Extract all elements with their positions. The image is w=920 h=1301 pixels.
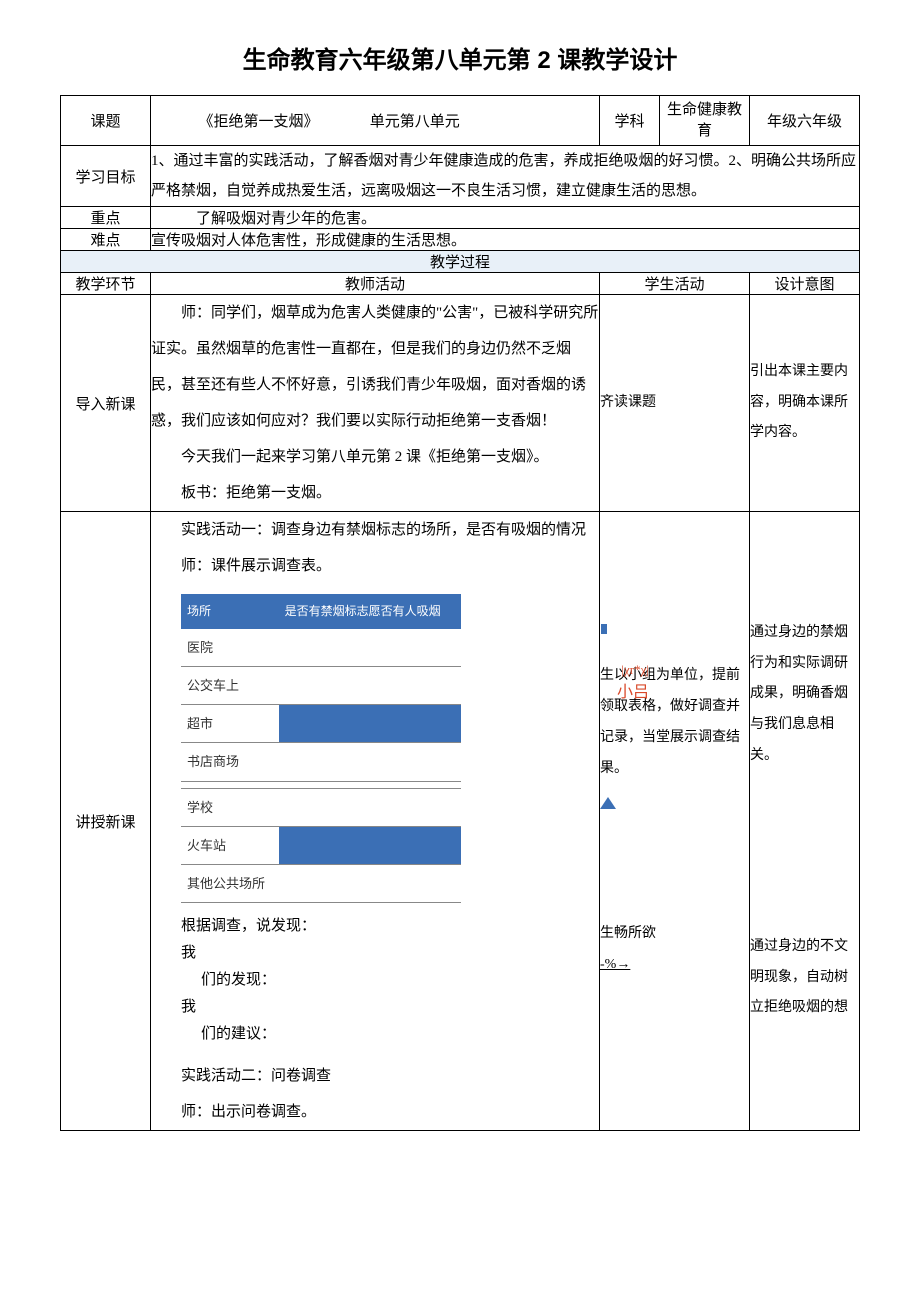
intro-stage: 导入新课 — [61, 295, 151, 512]
act1-title: 实践活动一：调查身边有禁烟标志的场所，是否有吸烟的情况 — [151, 512, 599, 548]
blue-bar-1 — [601, 624, 607, 634]
act2-line: 师：出示问卷调查。 — [151, 1094, 599, 1130]
intro-row: 导入新课 师：同学们，烟草成为危害人类健康的"公害"，已被科学研究所证实。虽然烟… — [61, 295, 860, 512]
survey-table: 场所是否有禁烟标志愿否有人吸烟 医院 公交车上 超市 书店商场 学校 火车站 其… — [181, 594, 461, 903]
we2b: 们的建议： — [201, 1021, 599, 1048]
subject-label: 学科 — [600, 96, 660, 146]
lesson-student-p3: -%→ — [600, 950, 749, 981]
lesson-teacher: 实践活动一：调查身边有禁烟标志的场所，是否有吸烟的情况 师：课件展示调查表。 场… — [151, 512, 600, 1131]
place-6: 其他公共场所 — [181, 864, 279, 902]
lesson-intent: 通过身边的禁烟行为和实际调研成果，明确香烟与我们息息相关。 通过身边的不文明现象… — [750, 512, 860, 1131]
keypoint-row: 重点 了解吸烟对青少年的危害。 — [61, 207, 860, 229]
lesson-student: 生以小组为单位，提前领取表格，做好调查并记录，当堂展示调查结果。 生畅所欲 -%… — [600, 512, 750, 1131]
topic-label: 课题 — [61, 96, 151, 146]
unit-label: 单元第八单元 — [370, 110, 585, 131]
place-3: 书店商场 — [181, 743, 279, 781]
grade-label: 年级六年级 — [750, 96, 860, 146]
intro-teacher: 师：同学们，烟草成为危害人类健康的"公害"，已被科学研究所证实。虽然烟草的危害性… — [151, 295, 600, 512]
survey-head1: 场所 — [181, 594, 279, 629]
act2-title: 实践活动二：问卷调查 — [151, 1058, 599, 1094]
place-1: 公交车上 — [181, 666, 279, 704]
survey-table-wrap: 场所是否有禁烟标志愿否有人吸烟 医院 公交车上 超市 书店商场 学校 火车站 其… — [181, 594, 599, 903]
subject-value: 生命健康教育 — [660, 96, 750, 146]
small-lv: 小吕 — [617, 674, 649, 712]
lesson-student-p2: 生畅所欲 — [600, 919, 749, 950]
col-student: 学生活动 — [600, 273, 750, 295]
after-survey: 根据调查，说发现： — [181, 913, 599, 940]
lesson-plan-table: 课题 《拒绝第一支烟》 单元第八单元 学科 生命健康教育 年级六年级 学习目标 … — [60, 95, 860, 1131]
goal-label: 学习目标 — [61, 146, 151, 207]
difficulty-text: 宣传吸烟对人体危害性，形成健康的生活思想。 — [151, 229, 860, 251]
lesson-row: 讲授新课 实践活动一：调查身边有禁烟标志的场所，是否有吸烟的情况 师：课件展示调… — [61, 512, 860, 1131]
we1b: 们的发现： — [201, 967, 599, 994]
lesson-stage: 讲授新课 — [61, 512, 151, 1131]
page-title: 生命教育六年级第八单元第 2 课教学设计 — [60, 40, 860, 75]
we1a: 我 — [181, 940, 599, 967]
col-intent: 设计意图 — [750, 273, 860, 295]
we2a: 我 — [181, 994, 599, 1021]
process-header-row: 教学过程 — [61, 251, 860, 273]
place-0: 医院 — [181, 629, 279, 667]
topic-unit-cell: 《拒绝第一支烟》 单元第八单元 — [151, 96, 600, 146]
act1-line: 师：课件展示调查表。 — [151, 548, 599, 584]
place-5: 火车站 — [181, 826, 279, 864]
survey-head2: 是否有禁烟标志愿否有人吸烟 — [279, 594, 461, 629]
intro-p2: 今天我们一起来学习第八单元第 2 课《拒绝第一支烟》。 — [151, 439, 599, 475]
intro-p1: 师：同学们，烟草成为危害人类健康的"公害"，已被科学研究所证实。虽然烟草的危害性… — [151, 295, 599, 439]
topic-value: 《拒绝第一支烟》 — [151, 110, 366, 131]
blue-triangle-icon — [600, 797, 616, 809]
place-2: 超市 — [181, 705, 279, 743]
place-4: 学校 — [181, 788, 279, 826]
difficulty-row: 难点 宣传吸烟对人体危害性，形成健康的生活思想。 — [61, 229, 860, 251]
intro-intent: 引出本课主要内容，明确本课所学内容。 — [750, 295, 860, 512]
column-header-row: 教学环节 教师活动 学生活动 设计意图 — [61, 273, 860, 295]
goal-text: 1、通过丰富的实践活动，了解香烟对青少年健康造成的危害，养成拒绝吸烟的好习惯。2… — [151, 146, 860, 207]
process-header: 教学过程 — [61, 251, 860, 273]
intro-student: 齐读课题 — [600, 295, 750, 512]
col-teacher: 教师活动 — [151, 273, 600, 295]
keypoint-text: 了解吸烟对青少年的危害。 — [151, 207, 860, 229]
goal-row: 学习目标 1、通过丰富的实践活动，了解香烟对青少年健康造成的危害，养成拒绝吸烟的… — [61, 146, 860, 207]
difficulty-label: 难点 — [61, 229, 151, 251]
lesson-intent-p1: 通过身边的禁烟行为和实际调研成果，明确香烟与我们息息相关。 — [750, 618, 859, 772]
header-row: 课题 《拒绝第一支烟》 单元第八单元 学科 生命健康教育 年级六年级 — [61, 96, 860, 146]
col-stage: 教学环节 — [61, 273, 151, 295]
lesson-intent-p2: 通过身边的不文明现象，自动树立拒绝吸烟的想 — [750, 932, 859, 1024]
keypoint-label: 重点 — [61, 207, 151, 229]
intro-p3: 板书：拒绝第一支烟。 — [151, 475, 599, 511]
